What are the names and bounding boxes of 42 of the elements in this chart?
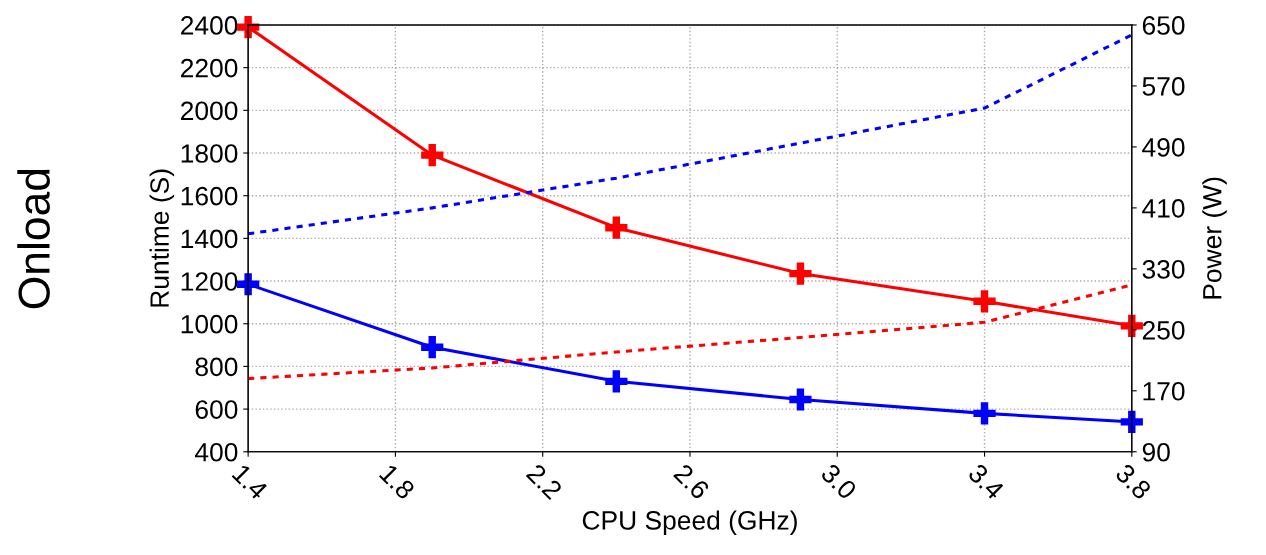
point	[789, 262, 812, 285]
text: Onload	[17, 169, 50, 309]
y2-tick-label: 330	[1142, 259, 1185, 279]
y-tick-label: 1400	[181, 229, 238, 249]
point	[421, 336, 444, 359]
point	[973, 290, 996, 313]
y-tick-label: 1600	[181, 186, 238, 206]
y-tick-label: 1000	[181, 314, 238, 334]
y2-tick-label: 90	[1142, 442, 1170, 462]
point	[605, 370, 628, 393]
y2-tick-label: 250	[1142, 320, 1185, 340]
y2-tick-label: 650	[1142, 16, 1185, 35]
x-tick-label: 3.8	[1114, 462, 1153, 501]
x-tick-label: 2.2	[525, 462, 563, 501]
x-tick-label: 1.8	[378, 463, 416, 501]
line-series	[246, 33, 1134, 236]
y-tick-label: 400	[195, 442, 238, 462]
point	[1120, 410, 1143, 434]
y-tick-label: 600	[195, 400, 238, 419]
point	[1120, 314, 1143, 337]
y2-tick-label: 170	[1143, 381, 1185, 401]
y-tick-label: 2000	[181, 101, 238, 121]
y-tick-label: 1800	[181, 144, 238, 163]
y2-tick-label: 490	[1142, 138, 1185, 157]
y-tick-label: 1200	[181, 272, 238, 291]
point	[421, 144, 444, 167]
point	[237, 16, 260, 39]
x-axis-title: CPU Speed (GHz)	[582, 510, 797, 535]
y2-tick-label: 570	[1142, 77, 1185, 96]
point	[605, 216, 628, 239]
y2-tick-label: 410	[1142, 199, 1185, 218]
point	[789, 388, 812, 411]
y2-axis-title: Power (W)	[1202, 177, 1227, 299]
x-tick-label: 2.6	[672, 462, 711, 501]
y-axis-title: Runtime (S)	[149, 169, 175, 307]
point	[973, 402, 996, 425]
y-tick-label: 800	[195, 357, 238, 377]
y-tick-label: 2400	[181, 16, 238, 35]
y-tick-label: 2200	[181, 58, 238, 78]
x-tick-label: 3.4	[967, 462, 1006, 501]
x-tick-label: 3.0	[819, 462, 858, 501]
x-tick-label: 1.4	[231, 463, 269, 501]
